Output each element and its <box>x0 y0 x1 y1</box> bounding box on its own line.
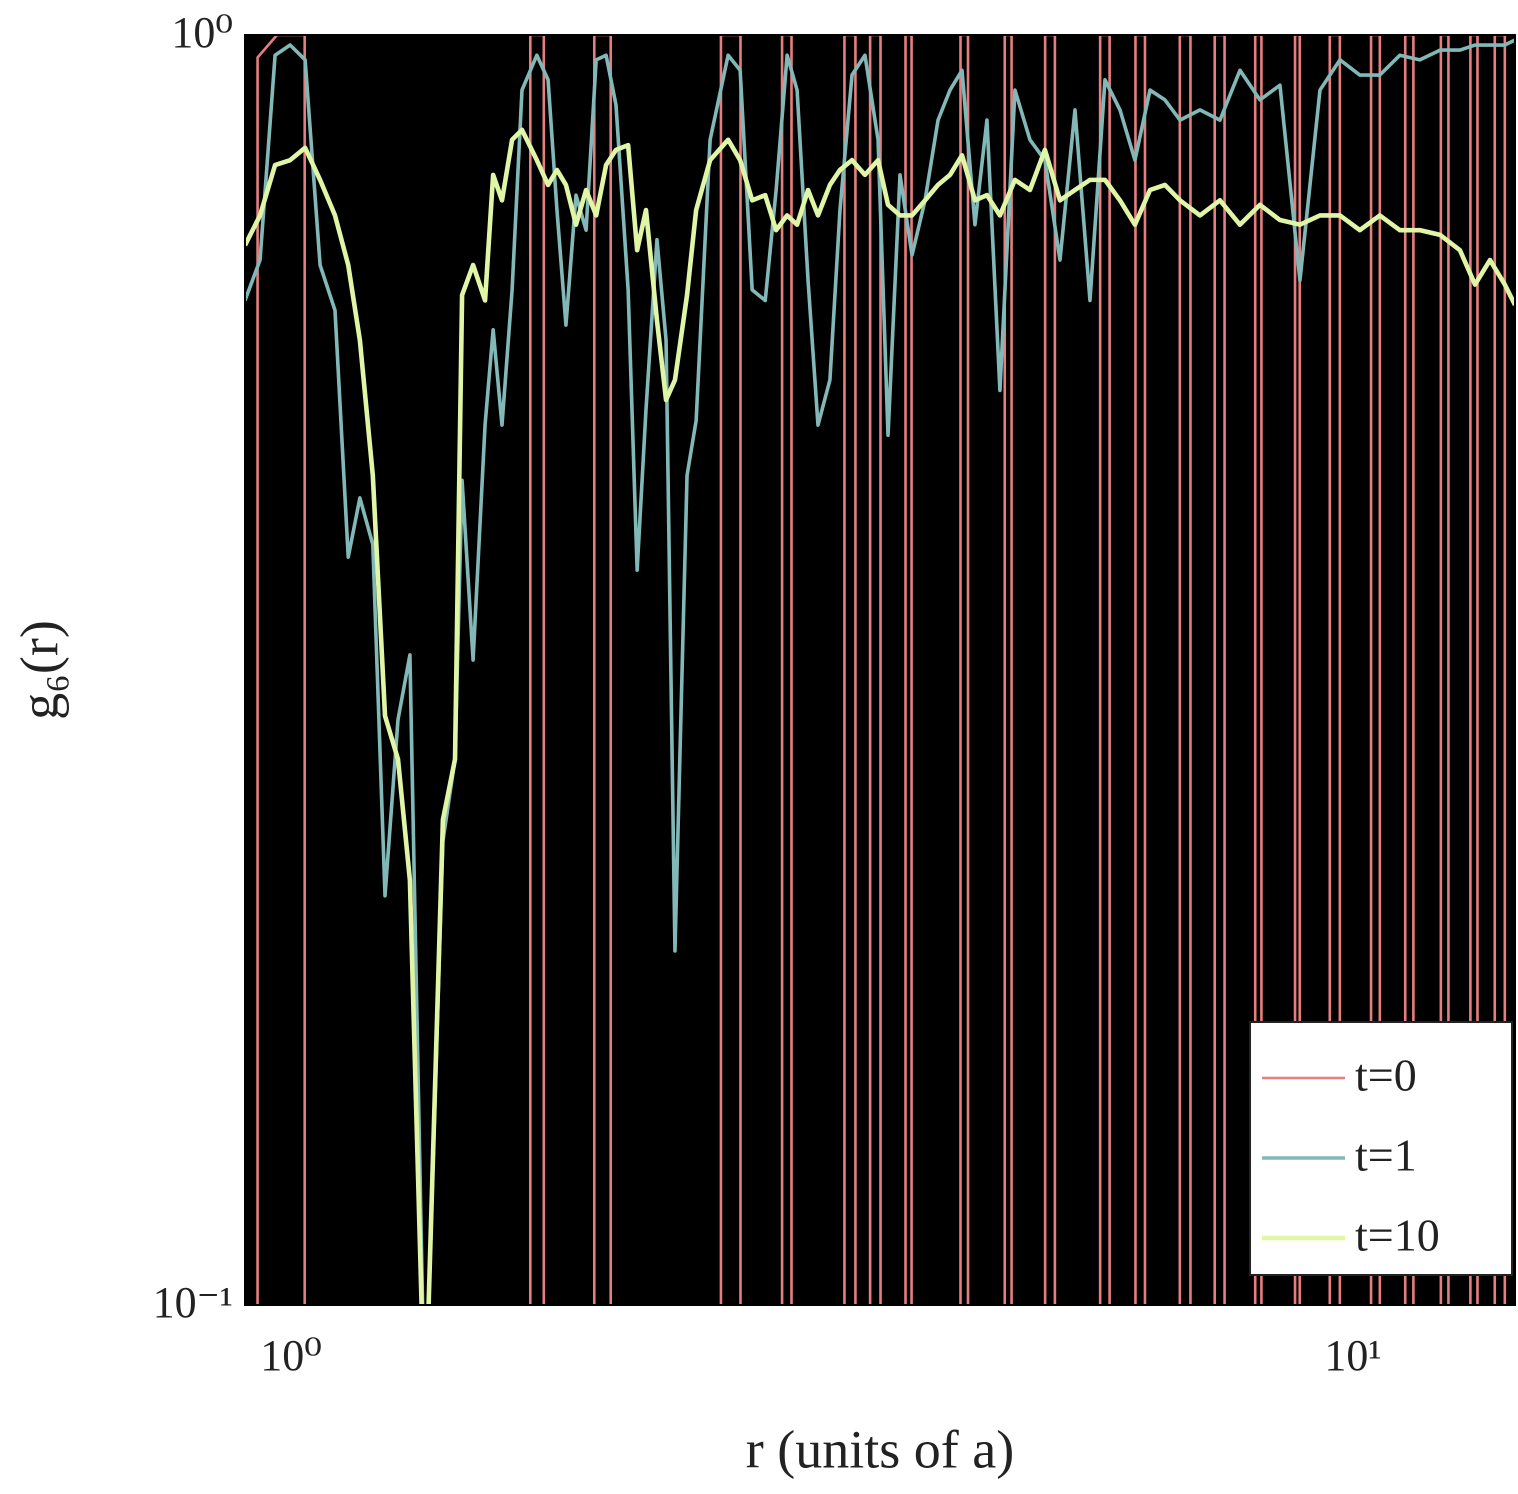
y-tick-label: 10⁻¹ <box>153 1278 233 1327</box>
plot-lines <box>245 35 1515 1305</box>
axes-frame <box>244 34 1516 1306</box>
legend-label: t=1 <box>1355 1130 1417 1181</box>
x-tick-label: 10¹ <box>1324 1331 1381 1380</box>
series-line <box>245 127 1515 1305</box>
y-tick-label: 10⁰ <box>171 8 233 57</box>
legend-label: t=0 <box>1355 1050 1417 1101</box>
series-line <box>256 35 1507 1305</box>
x-tick-label: 10⁰ <box>260 1331 322 1380</box>
legend: t=0 t=1 t=10 <box>1249 1021 1513 1276</box>
x-axis-label: r (units of a) <box>746 1419 1014 1479</box>
legend-box <box>1249 1021 1513 1276</box>
y-axis-label: g₆(r) <box>9 620 69 720</box>
legend-label: t=10 <box>1355 1210 1440 1261</box>
